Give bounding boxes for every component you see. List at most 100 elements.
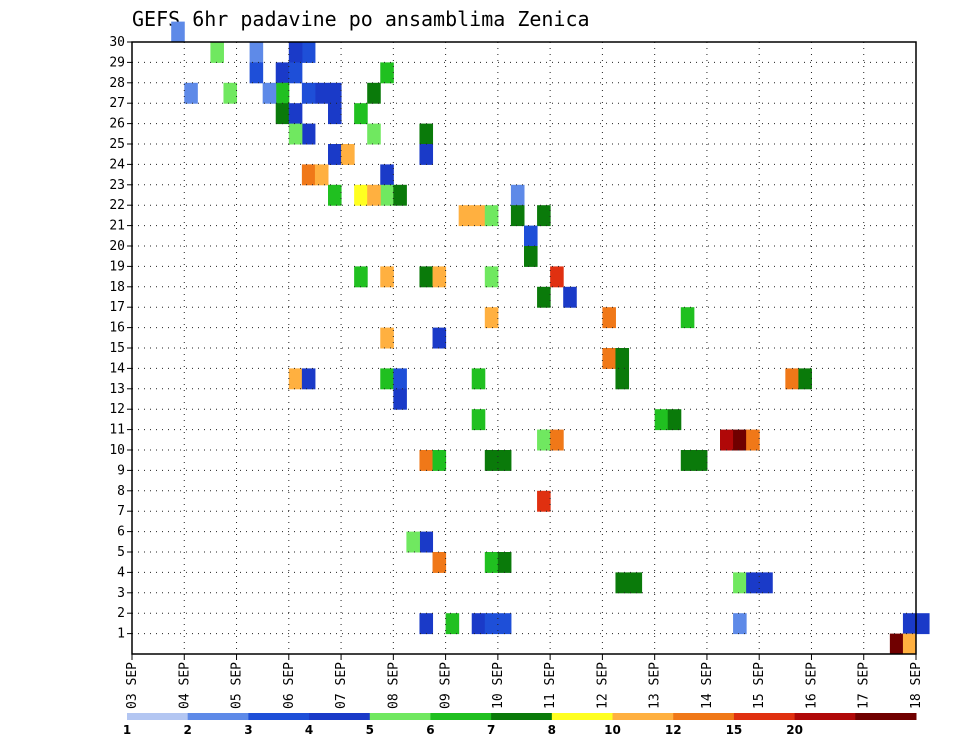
heatmap-cell	[275, 82, 290, 104]
heatmap-cell	[419, 613, 434, 635]
heatmap-cell	[733, 613, 747, 635]
heatmap-cell	[419, 123, 434, 145]
heatmap-cell	[328, 184, 342, 206]
x-tick-label: 17 SEP	[857, 662, 872, 709]
heatmap-cell	[301, 368, 316, 390]
heatmap-cell	[354, 184, 368, 206]
heatmap-cell	[249, 62, 264, 84]
heatmap-cell	[210, 42, 224, 63]
heatmap-cell	[615, 368, 630, 390]
y-tick-label: 18	[109, 280, 125, 295]
heatmap-cell	[550, 266, 564, 288]
heatmap-cell	[680, 307, 695, 329]
heatmap-cell	[537, 490, 551, 512]
y-tick-label: 5	[117, 545, 125, 560]
y-tick-label: 9	[117, 463, 125, 478]
colorbar-label: 5	[366, 723, 374, 737]
heatmap-cell	[746, 429, 760, 451]
heatmap-cell	[367, 184, 381, 206]
heatmap-cell	[497, 552, 512, 573]
heatmap-cell	[288, 62, 303, 84]
heatmap-cell	[380, 62, 394, 84]
heatmap-cell	[393, 184, 407, 206]
y-tick-label: 20	[109, 239, 125, 254]
colorbar-swatch	[855, 713, 917, 720]
x-tick-label: 15 SEP	[752, 662, 767, 709]
heatmap-cell	[432, 266, 447, 288]
heatmap-cell	[328, 82, 342, 104]
heatmap-cell	[288, 123, 303, 145]
x-tick-label: 13 SEP	[648, 662, 663, 709]
heatmap-cell	[602, 348, 616, 369]
heatmap-cell	[275, 103, 290, 125]
colorbar-swatch	[491, 713, 553, 720]
heatmap-cell	[798, 368, 812, 390]
x-axis: 03 SEP 04 SEP 05 SEP 06 SEP 07 SEP 08 SEP 09 S…	[125, 654, 924, 709]
y-tick-label: 11	[109, 423, 125, 438]
heatmap-cell	[916, 613, 930, 635]
colorbar-label: 3	[244, 723, 252, 737]
heatmap-cell	[341, 144, 355, 165]
y-tick-label: 14	[109, 361, 125, 376]
heatmap-cell	[354, 266, 368, 288]
y-tick-label: 12	[109, 402, 125, 417]
heatmap-cell	[458, 205, 473, 227]
heatmap-cell	[288, 103, 303, 125]
heatmap-cell	[223, 82, 238, 104]
heatmap-cell	[484, 613, 499, 635]
y-tick-label: 13	[109, 382, 125, 397]
colorbar-swatch	[551, 713, 614, 720]
heatmap-cell	[654, 409, 669, 431]
heatmap-cell	[902, 613, 917, 635]
heatmap-cell	[602, 307, 616, 329]
colorbar-swatch	[369, 713, 431, 720]
heatmap-cell	[733, 429, 747, 451]
colorbar: 1 2 3 4 5 6 7 8 10 12 15 20	[123, 713, 917, 737]
heatmap-cell	[667, 409, 682, 431]
heatmap-cell	[497, 450, 512, 471]
heatmap-cell	[380, 368, 394, 390]
heatmap-cell	[537, 205, 551, 227]
heatmap-cell	[615, 348, 630, 369]
heatmap-cell	[432, 327, 447, 349]
y-tick-label: 3	[117, 586, 125, 601]
heatmap-cell	[184, 82, 198, 104]
x-tick-label: 10 SEP	[491, 662, 506, 709]
heatmap-cell	[510, 184, 525, 206]
y-tick-label: 6	[117, 525, 125, 540]
heatmap-cell	[393, 388, 407, 410]
heatmap-cell	[733, 572, 747, 594]
x-tick-label: 07 SEP	[334, 662, 349, 709]
y-tick-label: 28	[109, 76, 125, 91]
heatmap-cell	[902, 633, 917, 655]
heatmap-cell	[314, 82, 329, 104]
heatmap-cell	[354, 103, 368, 125]
heatmap-cell	[471, 409, 486, 431]
heatmap-cell	[484, 266, 499, 288]
heatmap-cell	[328, 144, 342, 165]
heatmap-cell	[380, 266, 394, 288]
y-tick-label: 17	[109, 300, 125, 315]
heatmap-cell	[419, 450, 434, 471]
heatmap-cell	[367, 82, 381, 104]
heatmap-cell	[563, 286, 577, 308]
x-tick-label: 14 SEP	[700, 662, 715, 709]
heatmap-cell	[471, 205, 486, 227]
heatmap-cell	[393, 368, 407, 390]
heatmap-cell	[720, 429, 734, 451]
heatmap-cell	[275, 62, 290, 84]
y-tick-label: 1	[117, 627, 125, 642]
colorbar-label: 4	[305, 723, 313, 737]
y-tick-label: 27	[109, 96, 125, 111]
y-tick-label: 25	[109, 137, 125, 152]
heatmap-cell	[262, 82, 277, 104]
y-tick-label: 19	[109, 259, 125, 274]
y-tick-label: 16	[109, 321, 125, 336]
heatmap-cell	[432, 552, 447, 573]
colorbar-swatch	[127, 713, 189, 720]
colorbar-swatch	[248, 713, 310, 720]
heatmap-cell	[484, 205, 499, 227]
heatmap-cell	[746, 572, 760, 594]
colorbar-swatch	[733, 713, 796, 720]
y-tick-label: 26	[109, 117, 125, 132]
